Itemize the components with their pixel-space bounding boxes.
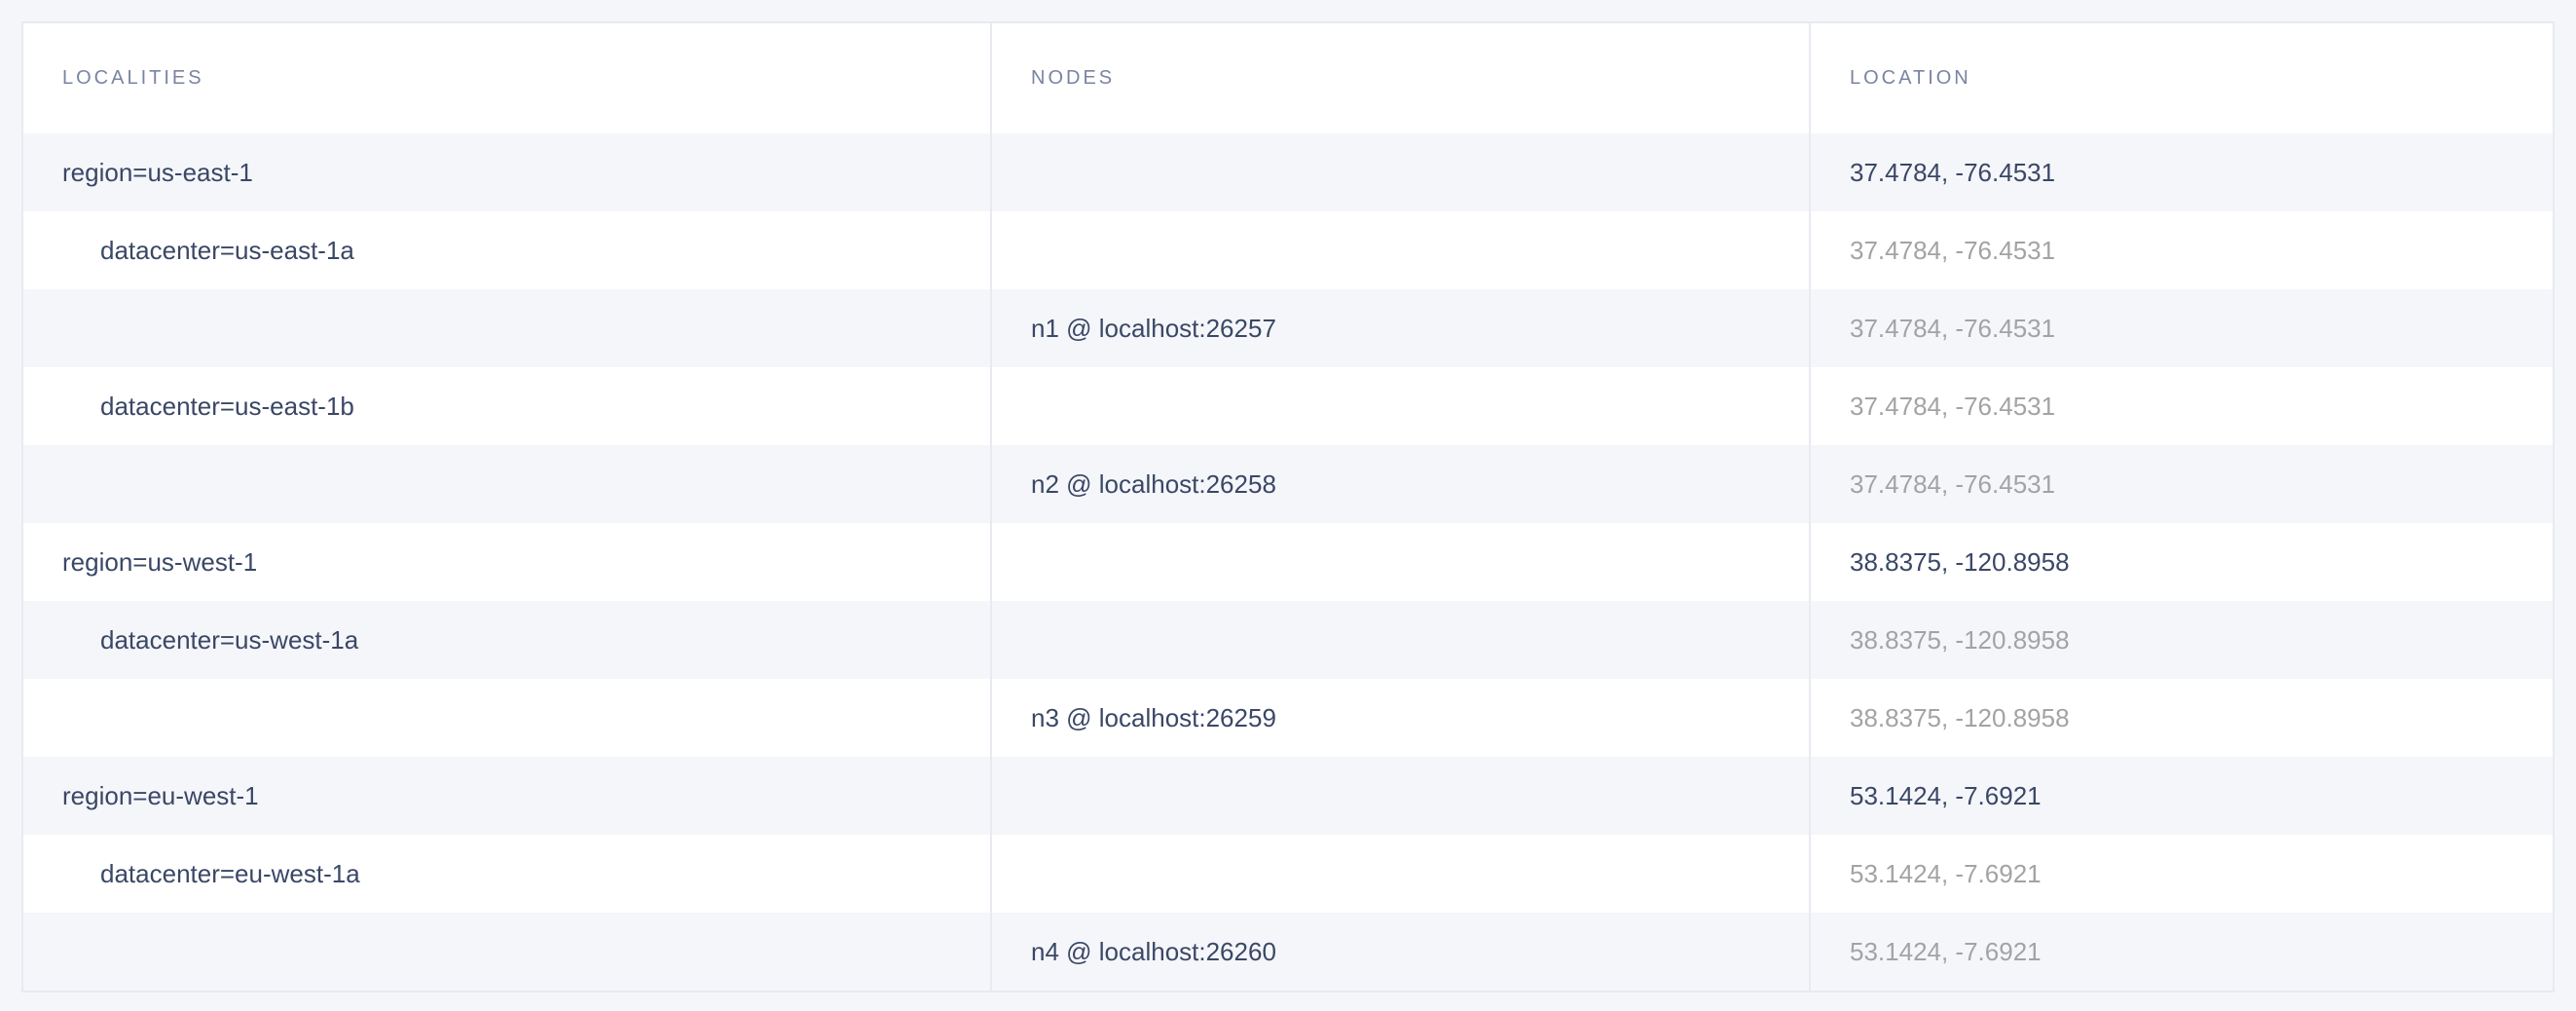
table-row: datacenter=us-east-1a 37.4784, -76.4531 [23, 211, 2553, 289]
node-cell [992, 211, 1811, 289]
header-localities: LOCALITIES [23, 23, 992, 133]
table-row: region=eu-west-1 53.1424, -7.6921 [23, 757, 2553, 835]
location-cell: 53.1424, -7.6921 [1850, 858, 2042, 888]
node-cell [992, 757, 1811, 835]
locality-cell: datacenter=eu-west-1a [23, 835, 992, 913]
locality-cell [23, 679, 992, 757]
location-cell: 37.4784, -76.4531 [1850, 391, 2056, 421]
locality-cell [23, 913, 992, 991]
locality-cell [23, 445, 992, 523]
table-body: region=us-east-1 37.4784, -76.4531 datacen… [23, 133, 2553, 991]
location-cell: 37.4784, -76.4531 [1850, 235, 2056, 265]
node-cell [992, 133, 1811, 211]
location-cell: 53.1424, -7.6921 [1850, 780, 2042, 810]
table-row: region=us-west-1 38.8375, -120.8958 [23, 523, 2553, 601]
location-cell: 53.1424, -7.6921 [1850, 936, 2042, 966]
table-row: n4 @ localhost:26260 53.1424, -7.6921 [23, 913, 2553, 991]
table-row: datacenter=eu-west-1a 53.1424, -7.6921 [23, 835, 2553, 913]
location-cell: 37.4784, -76.4531 [1850, 157, 2056, 187]
locality-cell: datacenter=us-east-1b [23, 367, 992, 445]
location-cell: 37.4784, -76.4531 [1850, 468, 2056, 499]
node-cell [992, 835, 1811, 913]
node-cell: n2 @ localhost:26258 [992, 445, 1811, 523]
table-row: datacenter=us-west-1a 38.8375, -120.8958 [23, 601, 2553, 679]
header-nodes: NODES [992, 23, 1811, 133]
node-cell: n1 @ localhost:26257 [992, 289, 1811, 367]
location-cell: 38.8375, -120.8958 [1850, 624, 2070, 655]
table-row: datacenter=us-east-1b 37.4784, -76.4531 [23, 367, 2553, 445]
table-header: LOCALITIES NODES LOCATION [23, 23, 2553, 133]
header-location: LOCATION [1850, 67, 1971, 89]
table-row: n2 @ localhost:26258 37.4784, -76.4531 [23, 445, 2553, 523]
node-cell [992, 601, 1811, 679]
locality-cell [23, 289, 992, 367]
table-row: n1 @ localhost:26257 37.4784, -76.4531 [23, 289, 2553, 367]
location-cell: 37.4784, -76.4531 [1850, 313, 2056, 343]
node-cell: n4 @ localhost:26260 [992, 913, 1811, 991]
locality-cell: region=us-west-1 [23, 523, 992, 601]
node-cell [992, 523, 1811, 601]
table-row: region=us-east-1 37.4784, -76.4531 [23, 133, 2553, 211]
location-cell: 38.8375, -120.8958 [1850, 702, 2070, 732]
locality-cell: datacenter=us-west-1a [23, 601, 992, 679]
location-cell: 38.8375, -120.8958 [1850, 546, 2070, 577]
locality-cell: region=eu-west-1 [23, 757, 992, 835]
table-row: n3 @ localhost:26259 38.8375, -120.8958 [23, 679, 2553, 757]
node-cell: n3 @ localhost:26259 [992, 679, 1811, 757]
locality-cell: region=us-east-1 [23, 133, 992, 211]
localities-table: LOCALITIES NODES LOCATION region=us-east… [21, 21, 2555, 992]
locality-cell: datacenter=us-east-1a [23, 211, 992, 289]
node-cell [992, 367, 1811, 445]
